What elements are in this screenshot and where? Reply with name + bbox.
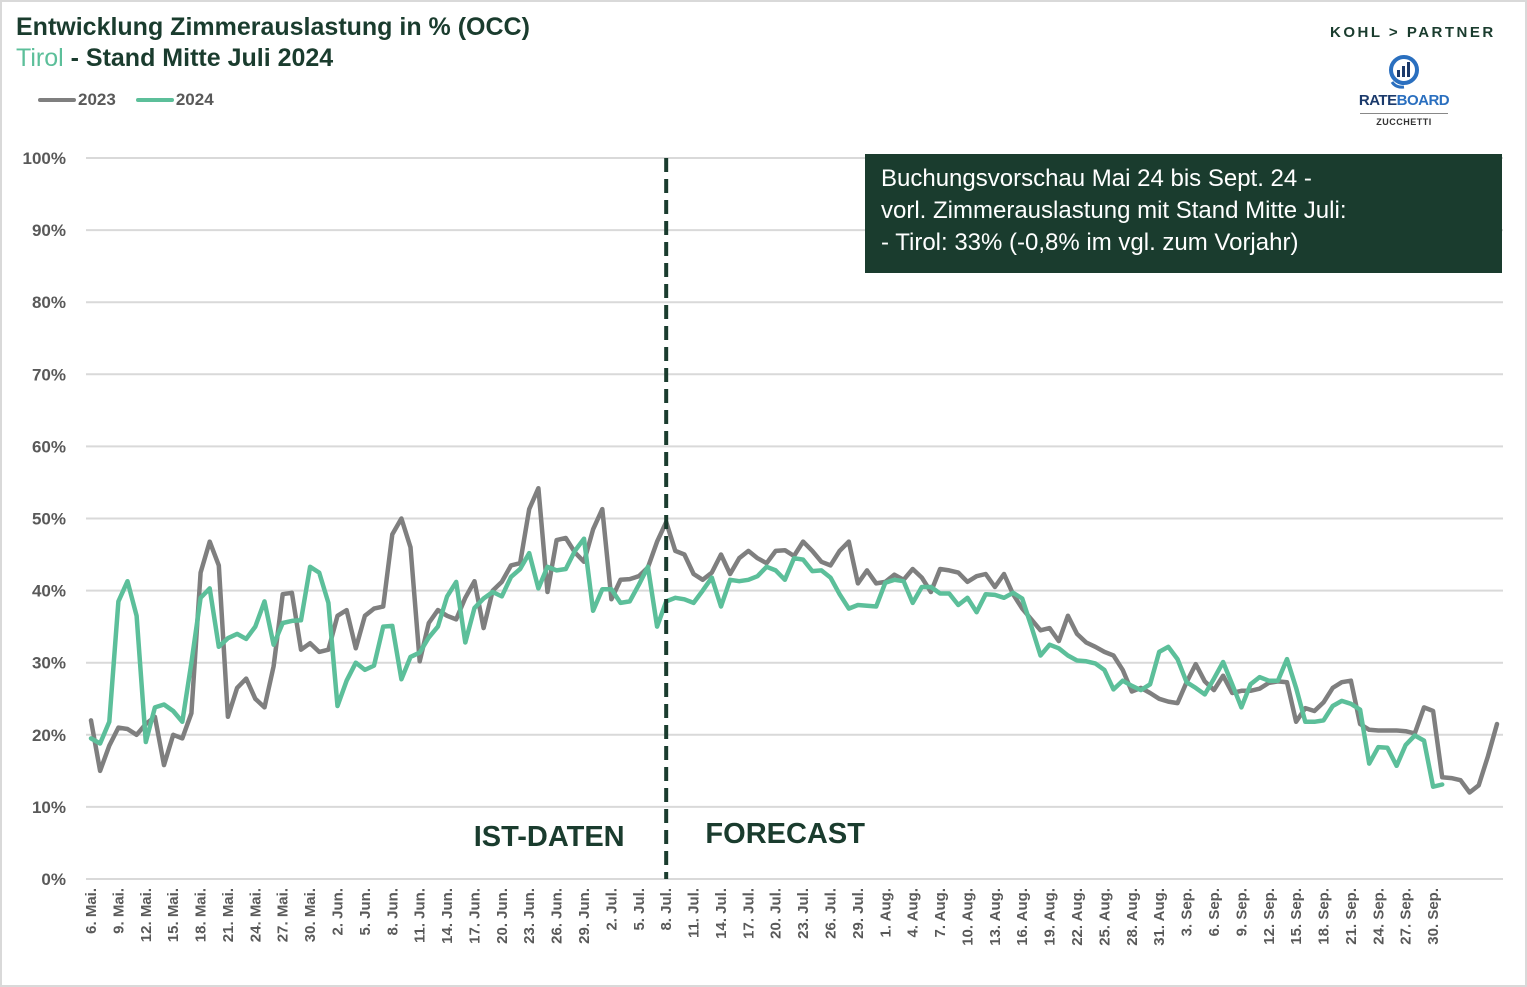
logo-divider	[1360, 113, 1448, 114]
rateboard-logo: RATEBOARD ZUCCHETTI	[1356, 52, 1452, 127]
legend-swatch-2023	[38, 98, 76, 102]
x-tick-label: 20. Jun.	[494, 888, 511, 944]
x-tick-label: 29. Jul.	[850, 888, 867, 939]
x-tick-label: 28. Aug.	[1124, 888, 1141, 946]
title-line-2-rest: - Stand Mitte Juli 2024	[63, 44, 334, 72]
x-tick-label: 30. Mai.	[302, 888, 319, 942]
rateboard-wordmark: RATEBOARD	[1358, 92, 1450, 109]
x-tick-label: 15. Mai.	[165, 888, 182, 942]
series-line-2024	[88, 536, 1445, 789]
series-line-2023	[88, 485, 1500, 795]
kohl-partner-logo: KOHL > PARTNER	[1330, 24, 1496, 41]
info-box: Buchungsvorschau Mai 24 bis Sept. 24 - v…	[865, 154, 1502, 273]
legend-label-2023: 2023	[78, 90, 116, 109]
x-tick-label: 24. Sep.	[1370, 888, 1387, 945]
legend: 2023 2024	[38, 90, 228, 110]
y-tick-label: 90%	[32, 221, 66, 240]
x-tick-label: 13. Aug.	[987, 888, 1004, 946]
y-axis: 0% 10% 20% 30% 40% 50% 60% 70% 80% 90% 100%	[23, 149, 66, 889]
y-tick-label: 60%	[32, 437, 66, 456]
y-tick-label: 70%	[32, 365, 66, 384]
x-tick-label: 23. Jun.	[521, 888, 538, 944]
x-tick-label: 5. Jun.	[357, 888, 374, 936]
y-tick-label: 30%	[32, 654, 66, 673]
x-tick-label: 30. Sep.	[1425, 888, 1442, 945]
x-tick-label: 21. Mai.	[220, 888, 237, 942]
ist-daten-label: IST-DATEN	[474, 821, 625, 853]
x-tick-label: 29. Jun.	[576, 888, 593, 944]
legend-swatch-2024	[135, 98, 174, 102]
x-tick-label: 26. Jun.	[549, 888, 566, 944]
x-tick-label: 16. Aug.	[1014, 888, 1031, 946]
info-line-2: vorl. Zimmerauslastung mit Stand Mitte J…	[881, 197, 1347, 224]
legend-label-2024: 2024	[175, 90, 214, 109]
x-tick-label: 14. Jul.	[713, 888, 730, 939]
x-tick-label: 9. Mai.	[110, 888, 127, 934]
legend-item-2023: 2023	[38, 90, 116, 110]
x-tick-label: 2. Jul.	[603, 888, 620, 931]
title-line-1: Entwicklung Zimmerauslastung in % (OCC)	[16, 13, 530, 41]
x-tick-label: 15. Sep.	[1288, 888, 1305, 945]
x-tick-label: 10. Aug.	[959, 888, 976, 946]
x-tick-label: 4. Aug.	[905, 888, 922, 937]
y-tick-label: 20%	[32, 726, 66, 745]
title-line-2: Tirol - Stand Mitte Juli 2024	[16, 43, 530, 74]
x-axis: 6. Mai. 9. Mai. 12. Mai. 15. Mai. 18. Mai. 21…	[83, 888, 1442, 946]
x-tick-label: 6. Sep.	[1206, 888, 1223, 936]
x-tick-label: 9. Sep.	[1233, 888, 1250, 936]
x-tick-label: 27. Sep.	[1398, 888, 1415, 945]
x-tick-label: 2. Jun.	[330, 888, 347, 936]
chart-title: Entwicklung Zimmerauslastung in % (OCC) …	[16, 12, 530, 74]
x-tick-label: 23. Jul.	[795, 888, 812, 939]
zucchetti-wordmark: ZUCCHETTI	[1376, 117, 1432, 127]
y-tick-label: 50%	[32, 510, 66, 529]
x-tick-label: 8. Jul.	[658, 888, 675, 931]
x-tick-label: 18. Sep.	[1316, 888, 1333, 945]
series-group	[88, 485, 1500, 795]
x-tick-label: 7. Aug.	[932, 888, 949, 937]
x-tick-label: 25. Aug.	[1096, 888, 1113, 946]
x-tick-label: 26. Jul.	[823, 888, 840, 939]
y-tick-label: 100%	[23, 149, 66, 168]
x-tick-label: 17. Jul.	[740, 888, 757, 939]
info-line-1: Buchungsvorschau Mai 24 bis Sept. 24 -	[881, 165, 1312, 192]
x-tick-label: 24. Mai.	[247, 888, 264, 942]
x-tick-label: 11. Jun.	[412, 888, 429, 943]
x-tick-label: 27. Mai.	[275, 888, 292, 942]
x-tick-label: 5. Jul.	[631, 888, 648, 931]
x-tick-label: 12. Mai.	[138, 888, 155, 942]
x-tick-label: 11. Jul.	[686, 888, 703, 938]
y-tick-label: 0%	[41, 870, 66, 889]
x-tick-label: 6. Mai.	[83, 888, 100, 934]
legend-item-2024: 2024	[135, 90, 214, 110]
x-tick-label: 8. Jun.	[384, 888, 401, 936]
x-tick-label: 18. Mai.	[193, 888, 210, 942]
x-tick-label: 12. Sep.	[1261, 888, 1278, 945]
x-tick-label: 17. Jun.	[466, 888, 483, 944]
y-tick-label: 40%	[32, 582, 66, 601]
y-tick-label: 10%	[32, 798, 66, 817]
x-tick-label: 31. Aug.	[1151, 888, 1168, 946]
info-line-3: - Tirol: 33% (-0,8% im vgl. zum Vorjahr)	[881, 229, 1299, 256]
x-tick-label: 19. Aug.	[1042, 888, 1059, 946]
title-region: Tirol	[16, 44, 64, 72]
x-tick-label: 1. Aug.	[877, 888, 894, 937]
y-tick-label: 80%	[32, 293, 66, 312]
forecast-label: FORECAST	[705, 818, 865, 850]
x-tick-label: 20. Jul.	[768, 888, 785, 939]
x-tick-label: 3. Sep.	[1179, 888, 1196, 936]
x-tick-label: 22. Aug.	[1069, 888, 1086, 946]
x-tick-label: 14. Jun.	[439, 888, 456, 944]
rateboard-chart-icon	[1389, 55, 1419, 89]
x-tick-label: 21. Sep.	[1343, 888, 1360, 945]
